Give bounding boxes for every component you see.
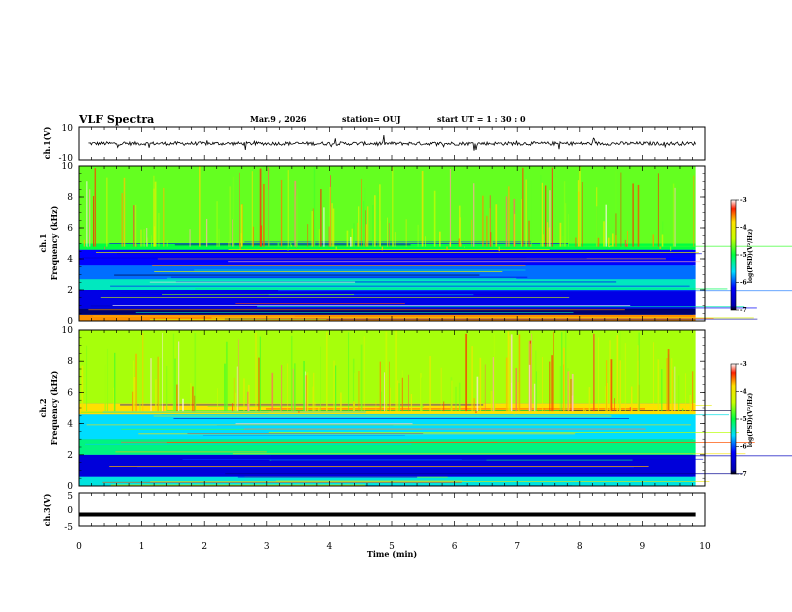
ch1-spectrogram-bands [79, 166, 792, 322]
colorbar-tick--5: -5 [740, 416, 747, 423]
ch1-spectrogram-xticks [78, 166, 706, 321]
frequency-tick-0: 0 [67, 482, 73, 492]
ch2-colorbar: -3 -4 -5 -6 -7 log(PSD)(V²/Hz) [730, 361, 754, 478]
time-axis-tick-9: 9 [640, 542, 646, 552]
colorbar-tick--7: -7 [740, 471, 747, 478]
ch1-waveform-panel: 10 -10 ch.1(V) [42, 124, 706, 164]
spectrogram-band [79, 265, 696, 280]
colorbar-tick--6: -6 [740, 280, 747, 287]
ch1-spectrogram-streaks [83, 166, 695, 252]
figure-title: VLF Spectra [78, 113, 154, 126]
colorbar-tick--6: -6 [740, 444, 747, 451]
ch3-ytick-bottom: -5 [64, 523, 73, 533]
date-label: Mar.9 , 2026 [250, 114, 307, 124]
time-axis-label: Time (min) [367, 549, 417, 559]
ch2-spectrogram-yticks: 0 2 4 6 8 10 [62, 326, 705, 492]
time-axis-tick-7: 7 [514, 542, 520, 552]
ch2-colorbar-label: log(PSD)(V²/Hz) [747, 393, 754, 448]
time-axis-tick-5: 5 [389, 542, 395, 552]
frequency-tick-2: 2 [67, 451, 73, 461]
ch2-spectrogram-streaks [81, 330, 694, 415]
ch2-colorbar-ticks: -3 -4 -5 -6 -7 [736, 361, 747, 478]
ch1-xticks [78, 127, 706, 160]
ch2-spectrogram-xticks [78, 330, 706, 486]
frequency-tick-8: 8 [67, 193, 73, 203]
ch1-spectrogram-yticks: 0 2 4 6 8 10 [62, 162, 705, 327]
ch2-spectrogram-panel: 0 2 4 6 8 10 ch.2 Frequency (kHz) [38, 326, 792, 492]
time-axis-tick-8: 8 [577, 542, 583, 552]
frequency-tick-8: 8 [67, 357, 73, 367]
frequency-tick-2: 2 [67, 286, 73, 296]
ch3-ytick-mid: 0 [67, 506, 73, 516]
ch2-spectrogram-ylabel-2: Frequency (kHz) [49, 370, 59, 445]
spectrogram-band [79, 330, 696, 404]
spectrogram-band [79, 279, 696, 290]
ch1-colorbar-ticks: -3 -4 -5 -6 -7 [736, 197, 747, 314]
frequency-tick-6: 6 [67, 224, 73, 234]
time-axis-tick-2: 2 [201, 542, 207, 552]
colorbar-tick--4: -4 [740, 389, 747, 396]
colorbar-tick--5: -5 [740, 252, 747, 259]
ch1-ytick-top: 10 [62, 124, 74, 134]
frequency-tick-0: 0 [67, 317, 73, 327]
colorbar-tick--4: -4 [740, 225, 747, 232]
ch1-spectrogram-ylabel-1: ch.1 [38, 233, 48, 252]
ch2-spectrogram-ylabel-1: ch.2 [38, 398, 48, 417]
time-axis-tick-4: 4 [327, 542, 333, 552]
ch3-ytick-top: 5 [67, 492, 73, 502]
time-axis-tick-0: 0 [76, 542, 82, 552]
colorbar-tick--3: -3 [740, 361, 747, 368]
ch1-spectrogram-panel: 0 2 4 6 8 10 ch.1 Frequency (kHz) [38, 162, 792, 327]
time-axis-tick-6: 6 [452, 542, 458, 552]
ch1-ylabel: ch.1(V) [42, 126, 52, 159]
ch3-waveform-panel: 5 0 -5 ch.3(V) [42, 492, 706, 533]
time-axis-tick-1: 1 [139, 542, 145, 552]
frequency-tick-4: 4 [67, 420, 73, 430]
frequency-tick-10: 10 [62, 162, 74, 172]
ch1-colorbar-label: log(PSD)(V²/Hz) [747, 229, 754, 284]
spectrogram-band [79, 308, 696, 315]
ch1-colorbar: -3 -4 -5 -6 -7 log(PSD)(V²/Hz) [730, 197, 754, 314]
frequency-tick-4: 4 [67, 255, 73, 265]
ch2-spectrogram-bands [79, 330, 792, 487]
station-label: station= OUJ [342, 114, 401, 124]
frequency-tick-6: 6 [67, 388, 73, 398]
time-axis-tick-3: 3 [264, 542, 270, 552]
ch3-ylabel: ch.3(V) [42, 493, 52, 526]
ch1-waveform-line [88, 135, 696, 151]
ch1-spectrogram-ylabel-2: Frequency (kHz) [49, 205, 59, 280]
time-axis-tick-labels: 0 1 2 3 4 5 6 7 8 9 10 [76, 542, 711, 552]
time-axis-tick-10: 10 [699, 542, 711, 552]
spectrogram-band [79, 439, 696, 455]
colorbar-tick--3: -3 [740, 197, 747, 204]
frequency-tick-10: 10 [62, 326, 74, 336]
ch3-xticks [78, 493, 706, 526]
ch1-ytick-bottom: -10 [59, 154, 74, 164]
start-time-label: start UT = 1 : 30 : 0 [437, 114, 526, 124]
colorbar-tick--7: -7 [740, 307, 747, 314]
